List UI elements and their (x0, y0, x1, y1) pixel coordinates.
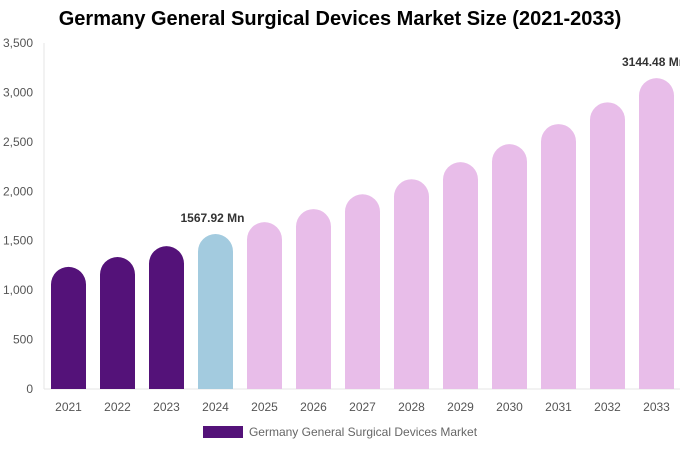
legend-label: Germany General Surgical Devices Market (248, 425, 478, 439)
bar-2026 (296, 209, 331, 389)
x-tick-label: 2031 (545, 400, 572, 414)
bar-2033 (639, 78, 674, 389)
y-tick-label: 3,500 (3, 36, 33, 50)
y-tick-label: 2,000 (3, 184, 33, 198)
bar-2028 (394, 179, 429, 389)
x-tick-label: 2032 (594, 400, 621, 414)
y-tick-label: 500 (13, 333, 33, 347)
x-tick-label: 2033 (643, 400, 670, 414)
bar-2029 (443, 162, 478, 389)
x-tick-label: 2025 (251, 400, 278, 414)
bar-2023 (149, 246, 184, 389)
bar-2030 (492, 144, 527, 389)
x-tick-label: 2023 (153, 400, 180, 414)
y-tick-label: 0 (26, 382, 33, 396)
chart-title: Germany General Surgical Devices Market … (58, 8, 622, 30)
x-tick-label: 2027 (349, 400, 376, 414)
x-tick-label: 2029 (447, 400, 474, 414)
y-tick-label: 1,500 (3, 234, 33, 248)
y-tick-label: 3,000 (3, 85, 33, 99)
x-tick-label: 2030 (496, 400, 523, 414)
data-label: 3144.48 Mn (622, 55, 680, 69)
bar-2027 (345, 194, 380, 389)
x-tick-label: 2022 (104, 400, 131, 414)
legend-swatch (202, 426, 243, 438)
legend: Germany General Surgical Devices Market (0, 425, 680, 439)
bar-2021 (51, 266, 86, 389)
bar-2032 (590, 102, 625, 390)
bar-2024 (198, 233, 233, 389)
y-tick-label: 1,000 (3, 283, 33, 297)
x-tick-label: 2024 (202, 400, 229, 414)
bar-2022 (100, 257, 135, 389)
x-tick-label: 2026 (300, 400, 327, 414)
bar-2031 (541, 124, 576, 389)
data-label: 1567.92 Mn (180, 211, 244, 225)
bar-2025 (247, 222, 282, 389)
y-tick-label: 2,500 (3, 135, 33, 149)
x-tick-label: 2028 (398, 400, 425, 414)
x-tick-label: 2021 (55, 400, 82, 414)
